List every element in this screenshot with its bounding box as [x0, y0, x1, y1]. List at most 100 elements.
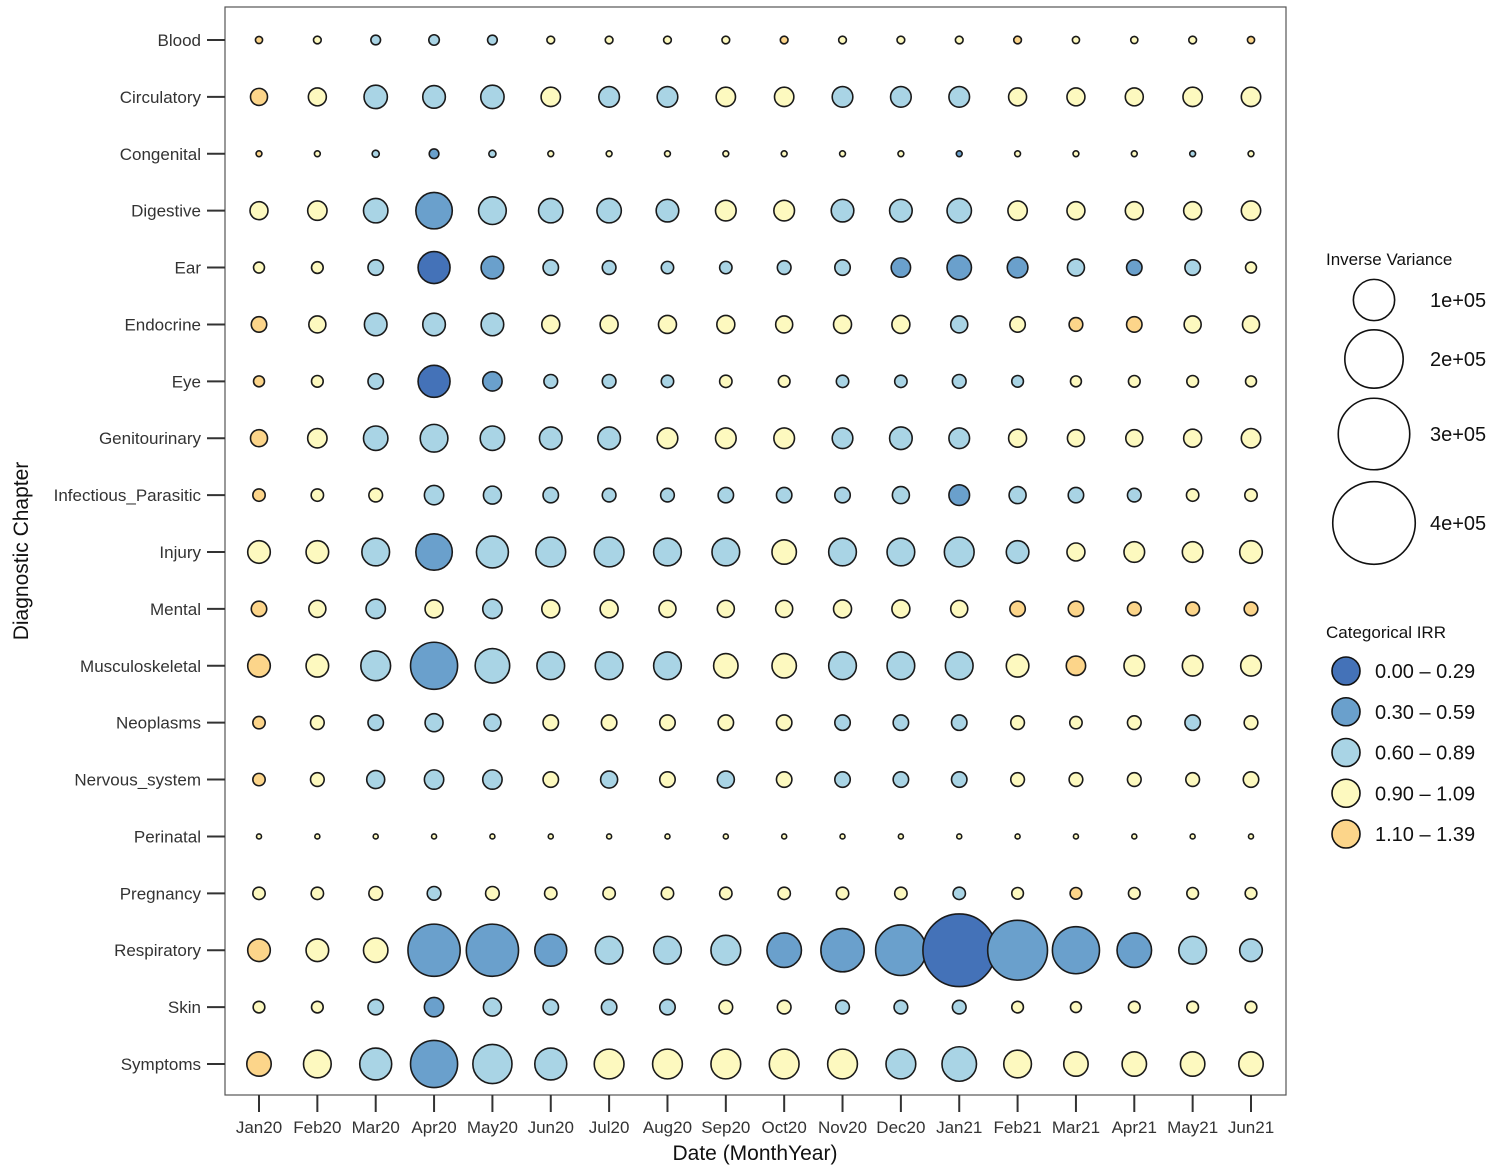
y-tick-label: Blood [158, 31, 201, 50]
data-point-bubble [1062, 1050, 1089, 1078]
data-point-bubble [1005, 653, 1030, 678]
data-point-bubble [1009, 771, 1026, 788]
data-point-bubble [834, 999, 851, 1015]
data-point-bubble [417, 364, 451, 399]
data-point-bubble [465, 923, 520, 978]
data-point-bubble [547, 150, 555, 158]
data-point-bubble [897, 150, 905, 158]
y-tick-label: Infectious_Parasitic [54, 486, 202, 505]
y-tick-label: Symptoms [121, 1055, 201, 1074]
data-point-bubble [365, 769, 386, 790]
data-point-bubble [1240, 427, 1262, 449]
data-point-bubble [1068, 316, 1084, 333]
data-point-bubble [543, 886, 558, 901]
data-point-bubble [1006, 256, 1029, 279]
data-point-bubble [486, 34, 499, 46]
data-point-bubble [774, 315, 794, 334]
data-point-bubble [771, 652, 798, 679]
data-point-bubble [1068, 771, 1084, 788]
data-point-bubble [310, 1000, 324, 1014]
data-point-bubble [482, 997, 503, 1017]
data-point-bubble [922, 913, 997, 988]
data-point-bubble [1066, 428, 1086, 448]
data-point-bubble [1182, 200, 1203, 221]
data-point-bubble [1129, 35, 1139, 45]
data-point-bubble [1238, 539, 1264, 565]
data-point-bubble [776, 259, 792, 276]
data-point-bubble [415, 191, 454, 230]
data-point-bubble [888, 198, 913, 223]
data-point-bubble [1007, 200, 1029, 222]
data-point-bubble [1121, 1050, 1148, 1078]
data-point-bubble [252, 375, 266, 388]
data-point-bubble [897, 833, 905, 840]
data-point-bubble [600, 998, 618, 1016]
data-point-bubble [1125, 315, 1143, 333]
data-point-bubble [1069, 375, 1083, 388]
data-point-bubble [722, 150, 730, 158]
size-legend: Inverse Variance 1e+05 2e+05 3e+05 4e+05 [1326, 250, 1486, 566]
data-point-bubble [893, 374, 908, 389]
data-point-bubble [1009, 315, 1027, 333]
data-point-bubble [1244, 261, 1258, 274]
data-point-bubble [365, 598, 387, 620]
data-point-bubble [1072, 833, 1080, 840]
x-tick-label: Jun21 [1228, 1118, 1274, 1137]
data-point-bubble [481, 598, 503, 620]
data-point-bubble [474, 647, 511, 684]
data-point-bubble [944, 651, 974, 681]
data-point-bubble [664, 833, 671, 840]
x-tick-label: Nov20 [818, 1118, 867, 1137]
size-legend-label: 4e+05 [1430, 513, 1486, 535]
data-point-bubble [893, 999, 909, 1015]
data-point-bubble [1072, 150, 1080, 158]
data-point-bubble [891, 485, 911, 505]
data-point-bubble [949, 315, 969, 334]
data-point-bubble [415, 532, 454, 572]
data-point-bubble [308, 315, 327, 334]
x-axis: Jan20 Feb20 Mar20 Apr20 May20 Jun20 Jul20 Aug20… [236, 1095, 1274, 1137]
data-point-bubble [249, 200, 269, 221]
data-point-bubble [717, 486, 735, 504]
data-point-bubble [600, 714, 618, 732]
data-point-bubble [835, 374, 850, 389]
color-legend-swatch [1331, 778, 1361, 809]
y-tick-label: Perinatal [134, 827, 201, 846]
data-point-bubble [1005, 539, 1030, 565]
size-legend-label: 3e+05 [1430, 424, 1486, 446]
data-point-bubble [250, 315, 268, 333]
data-point-bubble [1189, 833, 1196, 840]
data-point-bubble [838, 150, 847, 158]
data-point-bubble [775, 771, 793, 789]
data-point-bubble [832, 599, 853, 619]
data-point-bubble [597, 426, 622, 451]
data-point-bubble [533, 1047, 568, 1081]
data-point-bubble [1068, 715, 1083, 730]
data-point-bubble [543, 373, 559, 389]
data-point-bubble [773, 199, 796, 222]
data-point-bubble [658, 714, 676, 732]
data-point-bubble [714, 199, 737, 222]
data-point-bubble [773, 427, 796, 450]
data-point-bubble [362, 197, 389, 224]
data-point-bubble [1246, 35, 1256, 45]
data-point-bubble [1127, 374, 1141, 388]
y-tick-label: Pregnancy [120, 884, 202, 903]
data-point-bubble [652, 537, 683, 567]
x-axis-title: Date (MonthYear) [673, 1142, 838, 1165]
data-point-bubble [1186, 886, 1200, 900]
y-tick-label: Skin [168, 998, 201, 1017]
data-point-bubble [718, 260, 733, 275]
data-point-bubble [831, 85, 854, 109]
data-point-bubble [601, 259, 617, 276]
y-tick-label: Eye [172, 372, 201, 391]
data-point-bubble [542, 714, 560, 732]
data-point-bubble [417, 250, 451, 285]
data-point-bubble [480, 312, 505, 337]
data-point-bubble [717, 714, 735, 732]
data-point-bubble [1127, 886, 1141, 900]
data-point-bubble [1002, 1049, 1033, 1079]
data-point-bubble [368, 487, 384, 503]
data-point-bubble [1009, 600, 1027, 618]
